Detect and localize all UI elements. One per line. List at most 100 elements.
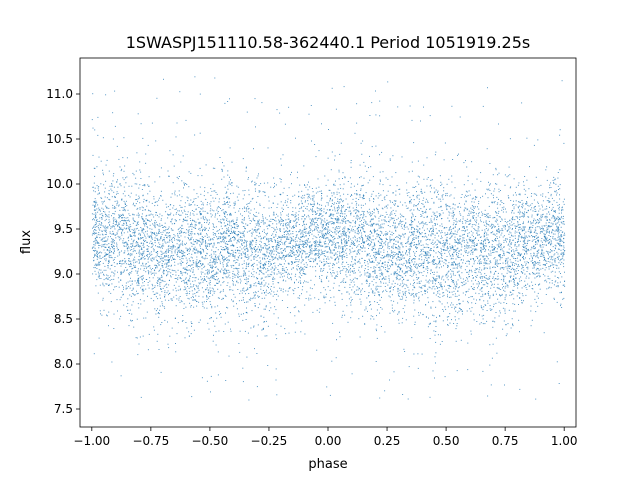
data-point <box>99 252 101 254</box>
data-point <box>183 187 184 189</box>
data-point <box>212 340 214 342</box>
data-point <box>198 266 200 267</box>
data-point <box>507 266 509 268</box>
data-point <box>480 322 482 324</box>
data-point <box>343 268 345 270</box>
data-point <box>454 306 456 308</box>
data-point <box>174 252 176 254</box>
data-point <box>253 326 255 328</box>
data-point <box>446 183 448 185</box>
data-point <box>108 170 110 172</box>
data-point <box>418 203 419 205</box>
data-point <box>430 254 432 256</box>
data-point <box>419 282 421 284</box>
data-point <box>150 213 152 215</box>
data-point <box>128 253 130 255</box>
data-point <box>96 220 98 222</box>
data-point <box>422 285 424 287</box>
data-point <box>168 251 169 253</box>
data-point <box>375 259 377 261</box>
data-point <box>216 279 218 281</box>
data-point <box>144 235 146 237</box>
data-point <box>433 285 435 287</box>
data-point <box>306 256 308 258</box>
data-point <box>327 179 329 181</box>
data-point <box>364 222 366 224</box>
data-point <box>440 284 442 286</box>
data-point <box>538 284 540 286</box>
data-point <box>98 156 100 158</box>
data-point <box>407 266 409 268</box>
data-point <box>553 258 555 260</box>
data-point <box>120 315 122 317</box>
data-point <box>381 226 383 228</box>
data-point <box>185 247 187 249</box>
data-point <box>536 213 538 215</box>
data-point <box>313 196 315 198</box>
data-point <box>410 202 412 204</box>
data-point <box>477 206 478 208</box>
data-point <box>302 210 304 212</box>
data-point <box>550 236 552 237</box>
data-point <box>213 242 215 244</box>
data-point <box>407 242 409 244</box>
data-point <box>504 299 506 301</box>
data-point <box>95 249 97 251</box>
data-point <box>262 273 264 275</box>
data-point <box>475 276 477 278</box>
data-point <box>282 269 284 271</box>
data-point <box>150 240 152 242</box>
data-point <box>102 172 104 174</box>
data-point <box>259 226 261 228</box>
data-point <box>451 278 452 280</box>
data-point <box>274 278 276 280</box>
data-point <box>543 239 545 241</box>
data-point <box>113 186 115 188</box>
data-point <box>342 249 344 251</box>
data-point <box>124 242 126 243</box>
data-point <box>118 286 120 288</box>
data-point <box>326 251 328 253</box>
data-point <box>439 263 441 265</box>
data-point <box>230 328 231 330</box>
data-point <box>368 273 370 275</box>
data-point <box>258 219 260 221</box>
data-point <box>128 227 129 229</box>
data-point <box>402 216 404 217</box>
data-point <box>305 186 307 188</box>
data-point <box>495 240 497 242</box>
data-point <box>435 263 437 265</box>
data-point <box>256 215 258 217</box>
data-point <box>370 318 372 320</box>
data-point <box>306 193 308 195</box>
data-point <box>482 246 484 248</box>
data-point <box>101 238 103 240</box>
data-point <box>373 212 375 214</box>
data-point <box>455 218 457 220</box>
data-point <box>164 259 166 261</box>
data-point <box>361 219 362 221</box>
data-point <box>129 309 131 311</box>
data-point <box>174 246 176 248</box>
data-point <box>563 198 565 200</box>
data-point <box>527 239 529 241</box>
data-point <box>410 242 412 244</box>
data-point <box>168 262 170 263</box>
data-point <box>405 205 407 207</box>
data-point <box>441 243 443 244</box>
data-point <box>381 151 383 153</box>
data-point <box>93 257 95 259</box>
data-point <box>139 161 141 163</box>
data-point <box>123 207 125 209</box>
data-point <box>271 263 272 265</box>
data-point <box>113 248 115 250</box>
data-point <box>517 287 519 289</box>
data-point <box>296 218 298 220</box>
data-point <box>408 289 410 291</box>
data-point <box>459 276 461 278</box>
data-point <box>483 213 485 215</box>
data-point <box>153 249 155 251</box>
data-point <box>319 213 321 215</box>
data-point <box>400 267 402 269</box>
data-point <box>519 219 520 221</box>
